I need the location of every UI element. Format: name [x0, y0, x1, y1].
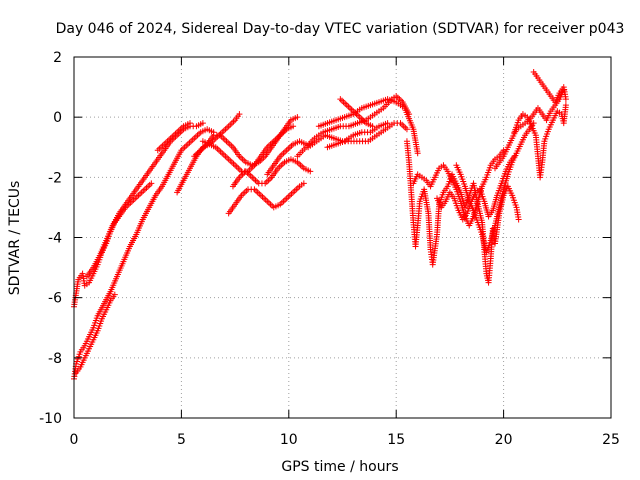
x-tick-label: 20: [495, 432, 513, 448]
data-point: [414, 150, 421, 157]
data-point: [199, 120, 206, 127]
chart-title: Day 046 of 2024, Sidereal Day-to-day VTE…: [56, 21, 625, 37]
data-point: [384, 120, 391, 127]
data-point: [530, 120, 537, 127]
y-tick-label: 0: [53, 110, 62, 126]
y-tick-label: 2: [53, 50, 62, 66]
data-point: [403, 126, 410, 133]
data-point: [300, 180, 307, 187]
data-point: [562, 96, 569, 103]
x-tick-label: 15: [387, 432, 405, 448]
y-tick-label: -8: [48, 351, 62, 367]
y-tick-label: -10: [39, 411, 62, 427]
data-point: [236, 111, 243, 118]
data-point: [294, 114, 301, 121]
y-tick-label: -6: [48, 291, 62, 307]
y-tick-label: -4: [48, 231, 62, 247]
y-tick-label: -2: [48, 170, 62, 186]
data-point: [111, 291, 118, 298]
data-point: [307, 168, 314, 175]
axis-ticks: 0 5 10 15 20 25 -10 -8 -6 -4 -2 0 2: [39, 50, 620, 448]
x-tick-label: 0: [70, 432, 79, 448]
y-axis-label: SDTVAR / TECUs: [7, 181, 23, 296]
data-point: [562, 102, 569, 109]
grid-lines: [74, 57, 611, 418]
data-point: [369, 123, 376, 130]
data-point: [148, 180, 155, 187]
data-point: [186, 120, 193, 127]
x-axis-label: GPS time / hours: [281, 459, 398, 475]
data-point: [290, 123, 297, 130]
x-tick-label: 10: [280, 432, 298, 448]
data-point: [515, 216, 522, 223]
x-tick-label: 5: [177, 432, 186, 448]
x-tick-label: 25: [602, 432, 620, 448]
data-points: [71, 69, 569, 382]
